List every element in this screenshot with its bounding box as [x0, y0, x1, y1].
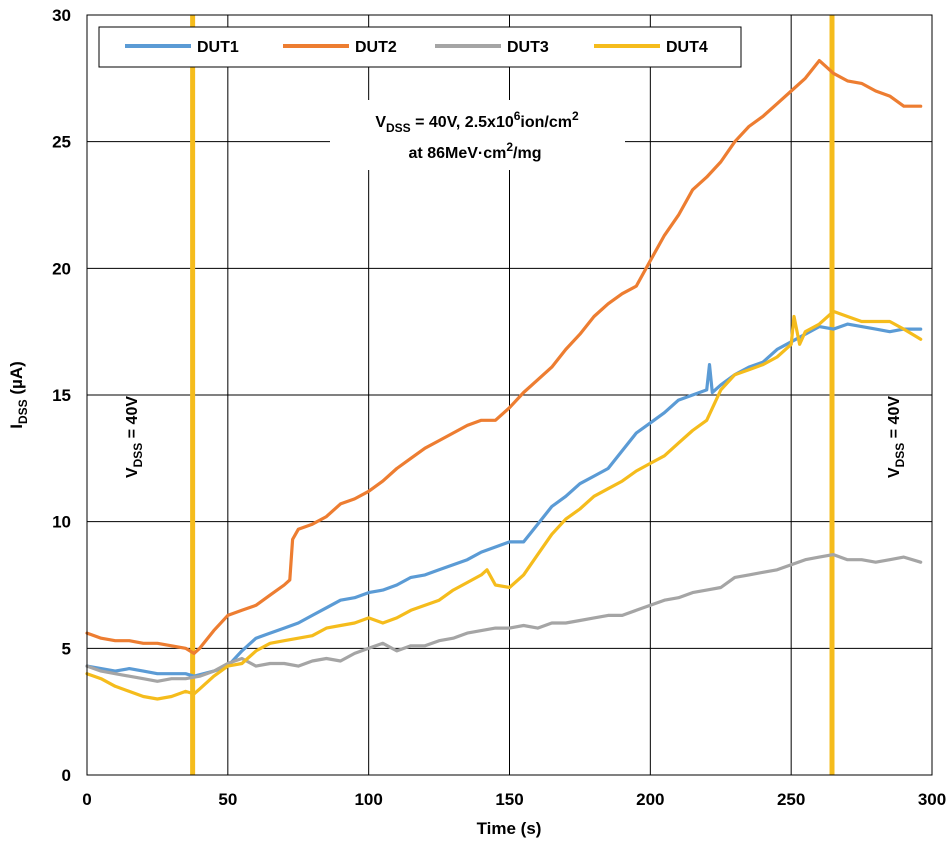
- x-tick-label-6: 300: [918, 790, 946, 809]
- series-line-dut2: [85, 58, 923, 656]
- x-tick-label-4: 200: [636, 790, 664, 809]
- annotation-line-1: VDSS = 40V, 2.5x106ion/cm2: [375, 109, 579, 135]
- y-tick-label-0: 0: [62, 766, 71, 785]
- test-condition-annotation: VDSS = 40V, 2.5x106ion/cm2 at 86MeV·cm2/…: [330, 100, 625, 170]
- annotation-line-2: at 86MeV·cm2/mg: [409, 140, 542, 162]
- x-tick-label-1: 50: [218, 790, 237, 809]
- legend: DUT1 DUT2 DUT3 DUT4: [98, 26, 742, 68]
- tick-labels: 0 50 100 150 200 250 300 0 5 10 15 20 25 30: [52, 6, 946, 809]
- legend-label-dut2: DUT2: [355, 39, 397, 56]
- y-tick-label-6: 30: [52, 6, 71, 25]
- series-line-dut3: [85, 552, 923, 683]
- series-lines: [85, 58, 923, 701]
- y-tick-label-2: 10: [52, 513, 71, 532]
- series-line-dut4: [85, 309, 923, 701]
- x-axis-title: Time (s): [477, 819, 542, 838]
- x-tick-label-0: 0: [82, 790, 91, 809]
- plot-area-frame: [86, 14, 933, 776]
- vline-label-right: VDSS = 40V: [886, 396, 907, 478]
- y-tick-label-1: 5: [62, 639, 71, 658]
- x-tick-label-5: 250: [777, 790, 805, 809]
- legend-label-dut4: DUT4: [666, 39, 708, 56]
- annotation-background: [330, 100, 625, 170]
- x-tick-label-3: 150: [495, 790, 523, 809]
- y-tick-label-3: 15: [52, 386, 71, 405]
- legend-label-dut1: DUT1: [197, 39, 239, 56]
- y-tick-label-4: 20: [52, 259, 71, 278]
- legend-label-dut3: DUT3: [507, 39, 549, 56]
- vline-label-left: VDSS = 40V: [124, 396, 145, 478]
- y-axis-title: IDSS (µA): [7, 361, 30, 429]
- x-tick-label-2: 100: [354, 790, 382, 809]
- y-tick-label-5: 25: [52, 133, 71, 152]
- vertical-marker-lines: [190, 15, 835, 775]
